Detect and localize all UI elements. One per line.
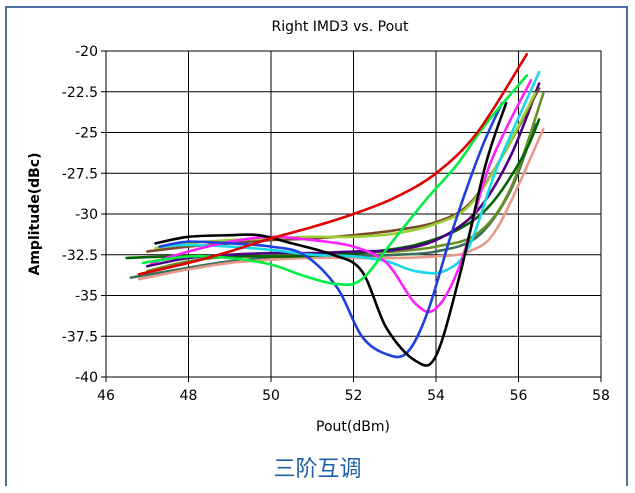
x-tick-label: 56 [510,388,528,404]
series-group [125,53,545,367]
axis-ticks: 46 48 50 52 54 56 58 -20 -22.5 -25 -27.5 -30 -32.5 -3… [62,44,610,404]
x-tick-label: 58 [592,388,610,404]
y-tick-label: -22.5 [62,85,98,101]
chart-title: Right IMD3 vs. Pout [271,19,409,35]
x-tick-label: 52 [345,388,363,404]
y-tick-label: -37.5 [62,329,98,345]
series-line-11 [137,127,545,281]
x-tick-label: 46 [97,388,115,404]
x-axis-label: Pout(dBm) [316,419,390,435]
y-tick-label: -20 [75,44,98,60]
y-tick-label: -30 [75,207,98,223]
series-line-1 [137,53,529,276]
y-tick-label: -27.5 [62,166,98,182]
series-line-2 [141,74,529,287]
y-tick-label: -35 [75,289,98,305]
y-tick-label: -25 [75,126,98,142]
x-tick-label: 50 [262,388,280,404]
x-tick-label: 48 [180,388,198,404]
y-axis-label: Amplitude(dBc) [27,152,43,275]
y-tick-label: -40 [75,370,98,386]
x-tick-label: 54 [427,388,445,404]
series-line-4 [158,101,504,359]
y-tick-label: -32.5 [62,248,98,264]
series-line-3 [154,101,508,367]
caption: 三阶互调 [273,457,362,482]
series-line-6 [158,70,541,275]
